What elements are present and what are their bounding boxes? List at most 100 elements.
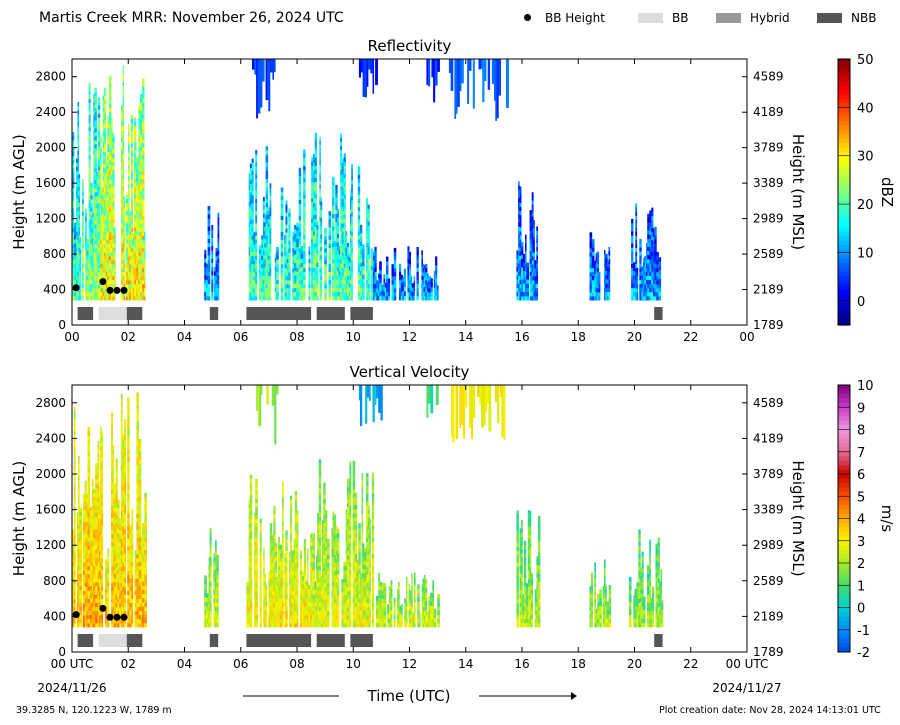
echo-cell xyxy=(97,493,100,498)
echo-cell xyxy=(312,279,316,285)
echo-cell xyxy=(332,296,335,301)
echo-cell xyxy=(88,183,91,188)
echo-cell xyxy=(101,513,104,518)
echo-cell xyxy=(115,550,118,556)
echo-cell xyxy=(100,522,102,528)
echo-cell xyxy=(87,427,91,432)
echo-cell xyxy=(111,517,113,523)
echo-cell xyxy=(366,242,368,248)
echo-cell xyxy=(531,260,534,265)
echo-cell xyxy=(97,546,100,551)
echo-cell xyxy=(102,179,105,185)
echo-cell xyxy=(263,267,265,272)
echo-cell xyxy=(90,191,93,196)
echo-cell xyxy=(102,111,105,116)
echo-cell xyxy=(421,267,423,272)
echo-cell xyxy=(72,212,75,217)
echo-cell xyxy=(635,276,638,281)
echo-cell xyxy=(97,481,100,486)
echo-cell xyxy=(303,182,306,187)
echo-cell xyxy=(521,246,524,251)
echo-cell xyxy=(332,255,335,260)
echo-cell xyxy=(114,251,116,257)
colorbar-cell xyxy=(838,245,850,251)
echo-cell xyxy=(99,514,101,519)
echo-cell xyxy=(108,184,112,189)
echo-cell xyxy=(303,247,306,252)
echo-cell xyxy=(346,292,350,297)
echo-cell xyxy=(73,222,77,228)
echo-cell xyxy=(536,283,538,289)
echo-cell xyxy=(73,502,76,507)
echo-cell xyxy=(115,458,118,463)
echo-cell xyxy=(393,264,397,269)
echo-cell xyxy=(138,133,141,139)
echo-cell xyxy=(93,215,95,220)
echo-cell xyxy=(76,219,78,224)
echo-cell xyxy=(105,271,108,276)
echo-cell xyxy=(596,279,600,285)
echo-cell xyxy=(332,259,335,264)
bb-height-point xyxy=(120,286,128,294)
echo-cell xyxy=(72,549,75,555)
echo-cell xyxy=(132,283,135,288)
echo-cell xyxy=(516,258,519,264)
echo-cell xyxy=(72,529,75,534)
echo-cell xyxy=(248,283,251,289)
echo-cell xyxy=(343,234,346,240)
echo-cell xyxy=(82,231,84,236)
echo-cell xyxy=(647,250,650,256)
echo-cell xyxy=(334,245,336,250)
echo-cell xyxy=(92,279,94,284)
echo-cell xyxy=(409,255,411,261)
echo-cell xyxy=(101,610,104,616)
echo-cell xyxy=(142,211,145,216)
echo-cell xyxy=(86,283,89,289)
echo-cell xyxy=(654,259,657,264)
echo-cell xyxy=(136,287,139,293)
echo-cell xyxy=(251,223,254,228)
echo-cell xyxy=(366,234,368,239)
echo-cell xyxy=(334,249,336,254)
echo-cell xyxy=(386,265,389,270)
echo-cell xyxy=(100,611,102,616)
echo-cell xyxy=(72,180,75,185)
echo-cell xyxy=(647,238,650,243)
echo-cell xyxy=(639,247,642,252)
echo-cell xyxy=(421,275,423,280)
echo-cell xyxy=(105,185,108,191)
echo-cell xyxy=(314,206,317,211)
echo-cell xyxy=(255,206,258,212)
echo-cell xyxy=(430,287,433,292)
echo-cell xyxy=(518,197,520,202)
echo-cell xyxy=(111,412,113,417)
echo-cell xyxy=(649,271,652,276)
echo-cell xyxy=(249,211,252,217)
echo-cell xyxy=(269,243,272,249)
echo-cell xyxy=(211,270,214,276)
echo-cell xyxy=(93,126,95,131)
echo-cell xyxy=(93,106,95,111)
echo-cell xyxy=(258,258,262,263)
echo-cell xyxy=(651,288,654,293)
nbb-swatch-icon xyxy=(817,13,842,23)
echo-cell xyxy=(107,236,110,241)
echo-cell xyxy=(111,513,113,519)
echo-cell xyxy=(343,230,346,236)
echo-cell xyxy=(350,259,352,264)
colorbar-cell xyxy=(838,227,850,233)
echo-cell xyxy=(646,263,648,268)
echo-cell xyxy=(207,214,211,219)
echo-cell xyxy=(320,296,323,301)
echo-cell xyxy=(108,276,112,281)
echo-cell xyxy=(372,263,375,269)
echo-cell xyxy=(332,292,335,297)
echo-cell xyxy=(99,586,101,592)
echo-cell xyxy=(348,282,351,288)
echo-cell xyxy=(635,263,638,269)
echo-cell xyxy=(138,158,141,163)
echo-cell xyxy=(100,486,102,492)
echo-cell xyxy=(248,210,251,215)
echo-cell xyxy=(639,283,642,289)
echo-cell xyxy=(73,591,76,596)
